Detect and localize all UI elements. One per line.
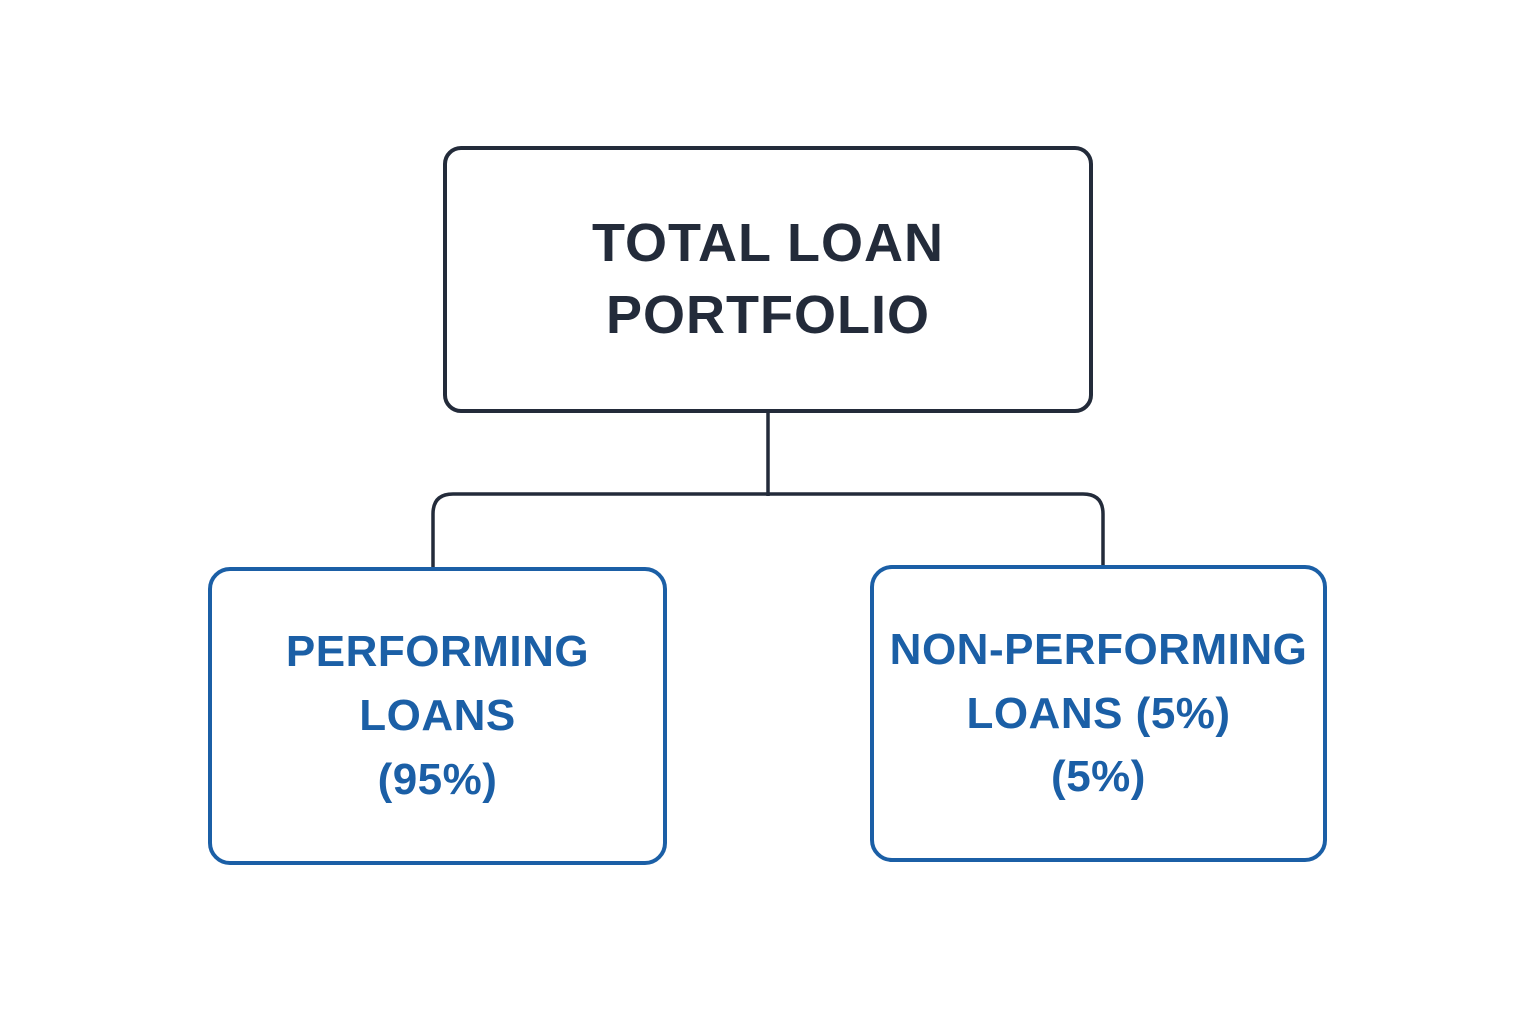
node-total-loan-portfolio: TOTAL LOAN PORTFOLIO [443, 146, 1093, 413]
node-label-line: (5%) [1051, 752, 1146, 802]
connector-bracket [431, 492, 1105, 568]
node-non-performing-loans: NON-PERFORMING LOANS (5%) (5%) [870, 565, 1327, 862]
node-performing-loans: PERFORMING LOANS (95%) [208, 567, 667, 865]
node-label-line: LOANS (5%) [966, 688, 1231, 738]
node-label-line: NON-PERFORMING [889, 624, 1308, 674]
node-label-line: LOANS [359, 691, 516, 741]
node-label-line: PORTFOLIO [606, 284, 930, 345]
node-label-line: (95%) [377, 754, 498, 804]
node-label-line: PERFORMING [285, 627, 590, 677]
node-label-line: TOTAL LOAN [592, 212, 944, 273]
